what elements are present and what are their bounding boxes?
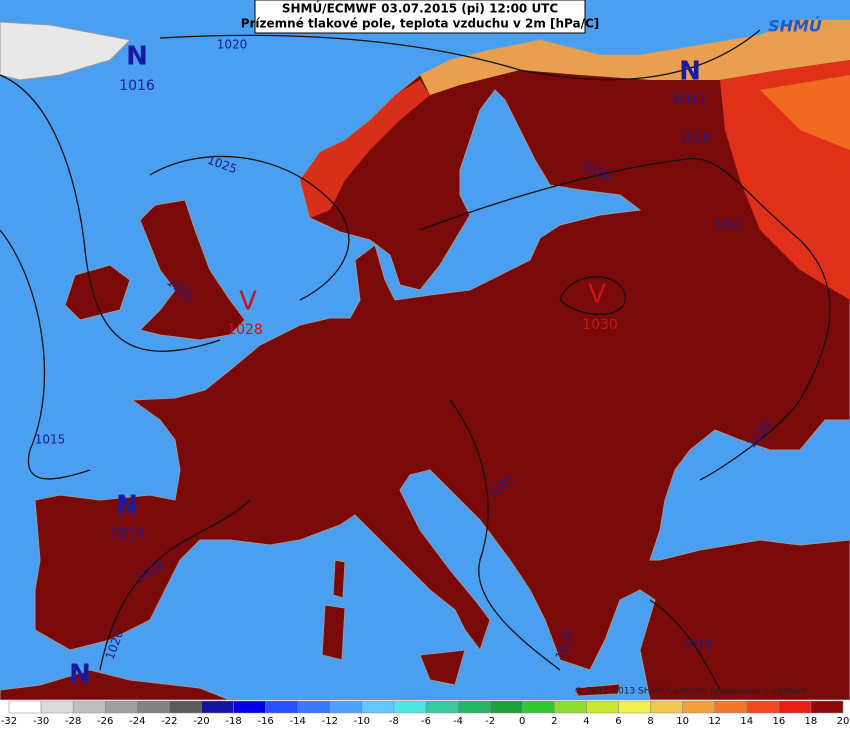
legend-label: -30 (33, 716, 49, 727)
color-swatch (361, 700, 395, 714)
color-swatch (137, 700, 170, 714)
color-swatch (297, 700, 331, 714)
isobar-label: 1025 (715, 218, 746, 232)
isobar-label: 1020 (217, 38, 248, 52)
land-crete (574, 683, 621, 697)
legend-label: -16 (257, 716, 273, 727)
land-africa (0, 669, 231, 701)
pressure-symbol: N (116, 491, 138, 521)
title-box (254, 0, 586, 34)
temperature-area (300, 80, 430, 218)
copyright: © 2012-2013 SHMÚ/Centrum predpovedí a vý… (574, 685, 806, 697)
legend-label: 10 (676, 716, 689, 727)
legend-label: 8 (647, 716, 653, 727)
legend-label: -18 (225, 716, 241, 727)
legend-label: -4 (453, 716, 463, 727)
color-swatch (714, 700, 748, 714)
land-continent (34, 19, 850, 701)
isobar (449, 399, 561, 671)
land-corsica (332, 559, 346, 599)
color-swatch (425, 700, 459, 714)
color-swatch (778, 700, 812, 714)
isobar (159, 29, 761, 81)
legend-label: -12 (322, 716, 338, 727)
color-swatch (201, 700, 234, 714)
pressure-value: 1016 (119, 78, 155, 94)
legend-label: -2 (485, 716, 495, 727)
legend-label: 16 (772, 716, 785, 727)
land-sicily (419, 649, 466, 686)
color-swatch (489, 700, 523, 714)
color-swatch (650, 700, 683, 714)
isobars (0, 29, 831, 691)
color-swatch (265, 700, 298, 714)
isobar-label: 1015 (35, 433, 66, 447)
color-swatch (457, 700, 491, 714)
color-swatch (393, 700, 427, 714)
isobar-label: 1015 (682, 638, 713, 652)
legend-label: -6 (421, 716, 431, 727)
legend-label: 12 (708, 716, 721, 727)
legend-label: -28 (65, 716, 81, 727)
color-swatch (233, 700, 266, 714)
color-swatch (169, 700, 202, 714)
pressure-symbol: N (126, 42, 148, 72)
legend-label: -24 (129, 716, 145, 727)
map-subtitle: Prízemné tlakové pole, teplota vzduchu v… (241, 17, 600, 31)
color-swatch (810, 700, 844, 714)
color-swatch (40, 700, 74, 714)
legend-label: 6 (615, 716, 621, 727)
color-swatch (72, 700, 106, 714)
legend-label: -14 (290, 716, 306, 727)
legend-label: -8 (389, 716, 399, 727)
temperature-area (760, 75, 850, 150)
pressure-value: 1011 (672, 92, 708, 108)
isobar (149, 155, 350, 301)
color-swatch (618, 700, 651, 714)
legend-label: -20 (193, 716, 209, 727)
color-swatch (682, 700, 715, 714)
legend-label: 18 (805, 716, 818, 727)
legend-label: 4 (583, 716, 589, 727)
pressure-value: 1030 (582, 317, 618, 333)
color-legend: -32 -30 -28 -26 -24 -22 -20 -18 -16 -14 -12 -10 -8 -6… (1, 700, 850, 727)
pressure-value: 1014 (109, 526, 145, 542)
legend-label: 2 (551, 716, 557, 727)
pressure-symbol: N (69, 660, 91, 690)
legend-label: -26 (97, 716, 113, 727)
color-swatch (554, 700, 587, 714)
logo: SHMÚ (768, 17, 822, 36)
color-swatch (746, 700, 780, 714)
isobar (0, 229, 91, 480)
legend-label: -32 (1, 716, 17, 727)
color-swatch (586, 700, 619, 714)
isobar (559, 276, 626, 316)
land-britain (139, 199, 246, 341)
pressure-symbol: V (239, 287, 257, 317)
pressure-value: 1028 (227, 322, 263, 338)
pressure-symbol: N (679, 57, 701, 87)
color-swatch (104, 700, 138, 714)
legend-label: 14 (740, 716, 753, 727)
color-swatch (521, 700, 555, 714)
isobar (419, 157, 831, 481)
isobar (0, 74, 221, 352)
isobar (99, 499, 251, 671)
legend-label: -22 (161, 716, 177, 727)
isobar (649, 599, 721, 691)
land-ireland (64, 264, 131, 321)
legend-label: 20 (837, 716, 850, 727)
legend-label: 0 (519, 716, 525, 727)
isobar-label: 1015 (680, 131, 711, 145)
pressure-symbol: V (588, 280, 606, 310)
land-sardinia (321, 604, 346, 661)
color-swatch (329, 700, 363, 714)
legend-label: -10 (354, 716, 370, 727)
map-title: SHMÚ/ECMWF 03.07.2015 (pi) 12:00 UTC (282, 1, 559, 16)
color-swatch (8, 700, 42, 714)
